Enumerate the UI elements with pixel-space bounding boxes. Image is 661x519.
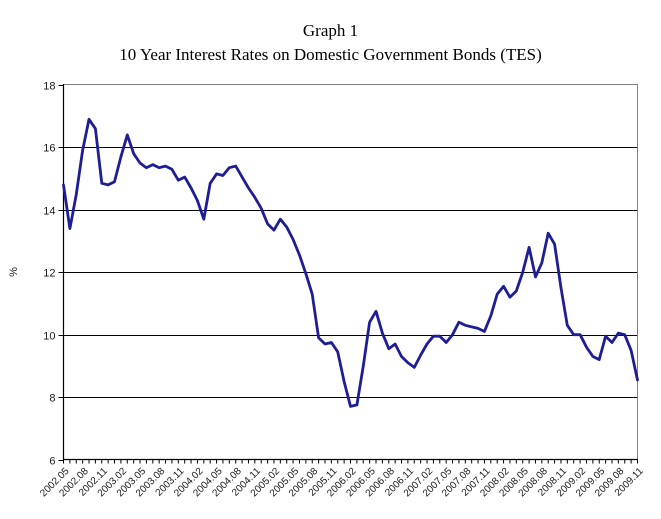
x-axis-ticks	[63, 459, 638, 464]
y-tick-label: 18	[43, 81, 55, 93]
y-tick-label: 14	[43, 206, 55, 218]
series-line	[62, 117, 639, 408]
chart-subtitle: 10 Year Interest Rates on Domestic Gover…	[119, 45, 542, 64]
y-axis-title: %	[8, 267, 20, 277]
y-gridlines	[63, 147, 638, 398]
y-tick-label: 12	[43, 268, 55, 280]
y-tick-label: 10	[43, 331, 55, 343]
y-tick-label: 6	[49, 456, 55, 468]
y-tick-label: 16	[43, 143, 55, 155]
y-axis-labels: 18 16 14 12 10 8 6	[43, 81, 55, 468]
y-tick-label: 8	[49, 393, 55, 405]
chart-title: Graph 1	[302, 21, 359, 40]
y-axis-ticks	[58, 85, 64, 461]
x-axis-labels: 2002.052002.082002.112003.022003.052003.…	[38, 466, 646, 500]
